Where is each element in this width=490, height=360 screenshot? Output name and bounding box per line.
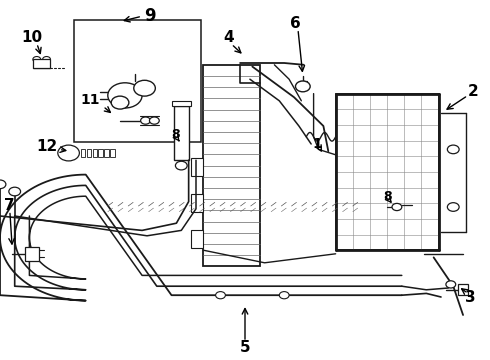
Circle shape bbox=[33, 57, 41, 62]
Circle shape bbox=[0, 180, 6, 189]
Bar bbox=[87, 149, 91, 157]
Text: 8: 8 bbox=[171, 129, 180, 141]
Bar bbox=[110, 149, 115, 157]
Bar bbox=[191, 158, 203, 176]
Text: 2: 2 bbox=[467, 84, 478, 99]
Circle shape bbox=[175, 161, 187, 170]
Bar bbox=[98, 149, 103, 157]
Text: 1: 1 bbox=[313, 137, 322, 151]
Circle shape bbox=[58, 145, 79, 161]
Circle shape bbox=[149, 117, 159, 124]
Circle shape bbox=[108, 83, 142, 108]
Circle shape bbox=[279, 292, 289, 299]
Bar bbox=[104, 149, 109, 157]
Circle shape bbox=[295, 81, 310, 92]
Bar bbox=[81, 149, 85, 157]
Text: 11: 11 bbox=[81, 93, 100, 107]
Text: 10: 10 bbox=[21, 30, 43, 45]
Circle shape bbox=[134, 80, 155, 96]
Circle shape bbox=[446, 281, 456, 288]
Text: 7: 7 bbox=[3, 198, 14, 213]
Text: 8: 8 bbox=[383, 190, 392, 203]
Bar bbox=[203, 65, 260, 266]
Text: 6: 6 bbox=[290, 16, 300, 31]
Bar bbox=[24, 247, 39, 261]
Text: 5: 5 bbox=[240, 340, 250, 355]
Circle shape bbox=[447, 145, 459, 154]
Bar bbox=[191, 194, 203, 212]
Circle shape bbox=[392, 203, 402, 211]
Circle shape bbox=[141, 117, 150, 124]
Bar bbox=[33, 59, 50, 68]
Circle shape bbox=[9, 187, 21, 196]
Circle shape bbox=[447, 203, 459, 211]
Circle shape bbox=[43, 57, 50, 62]
Text: 9: 9 bbox=[144, 7, 155, 25]
Text: 3: 3 bbox=[465, 289, 476, 305]
Bar bbox=[93, 149, 97, 157]
Bar bbox=[336, 94, 439, 250]
Text: 12: 12 bbox=[36, 139, 57, 154]
Circle shape bbox=[111, 96, 129, 109]
Circle shape bbox=[216, 292, 225, 299]
Bar bbox=[174, 106, 189, 160]
Bar bbox=[172, 101, 191, 106]
Bar bbox=[458, 284, 468, 295]
Text: 4: 4 bbox=[223, 30, 234, 45]
FancyBboxPatch shape bbox=[74, 20, 201, 142]
Bar bbox=[191, 230, 203, 248]
